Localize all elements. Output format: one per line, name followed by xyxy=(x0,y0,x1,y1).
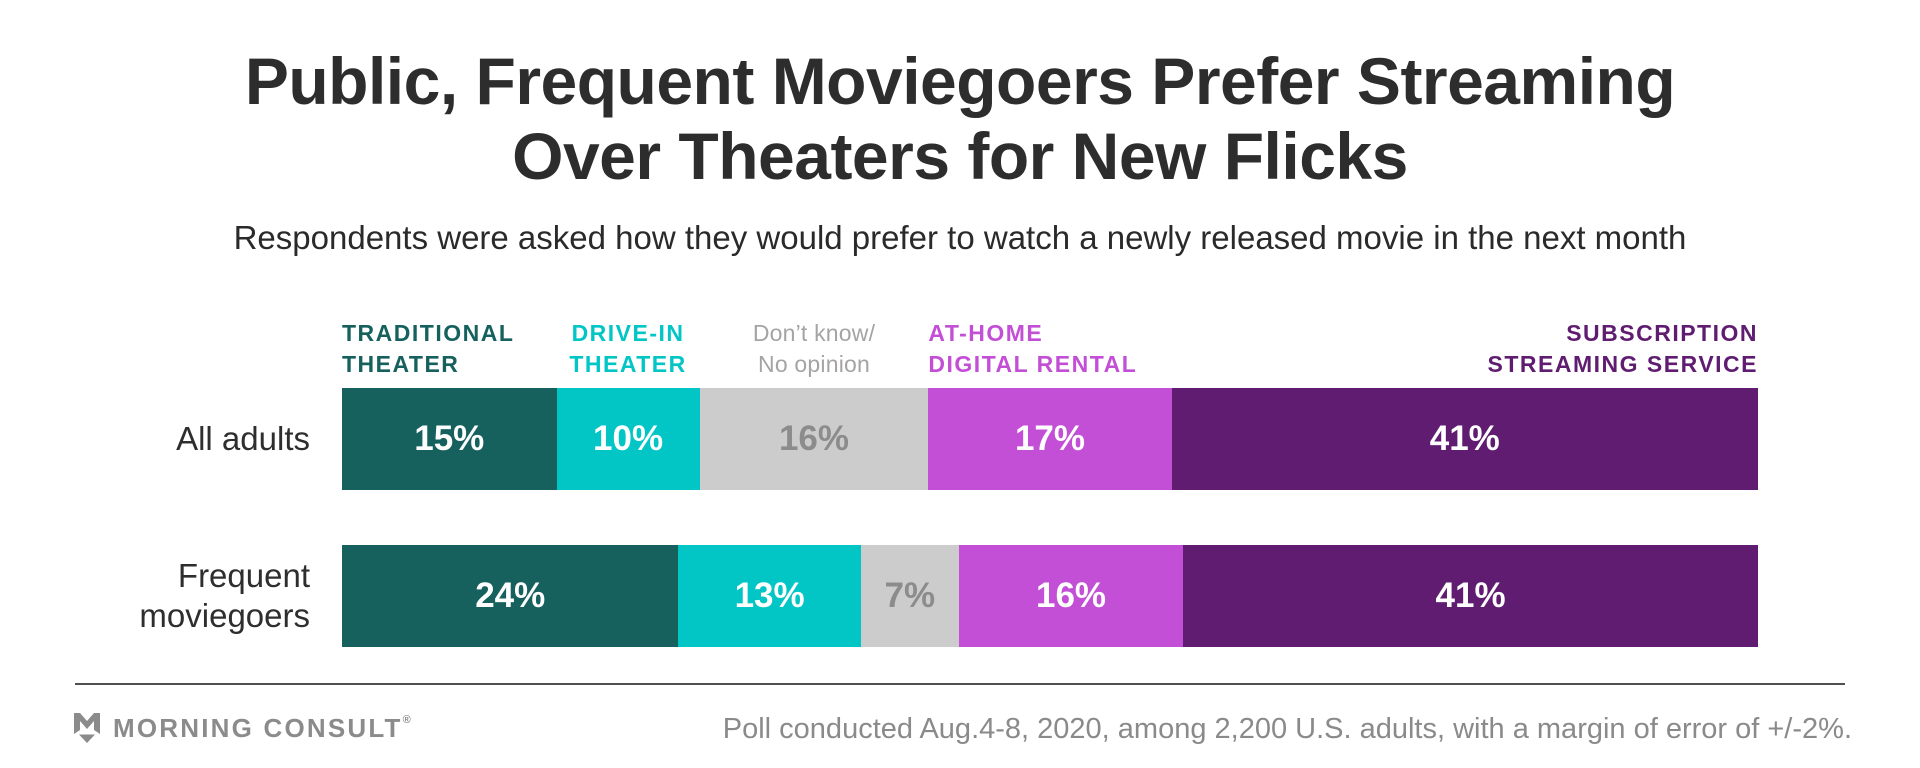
bar-segment-dont-know-no-opinion: 7% xyxy=(860,545,959,647)
chart-subtitle: Respondents were asked how they would pr… xyxy=(233,219,1687,256)
bar-segment-drive-in-theater: 10% xyxy=(556,388,700,490)
category-header-drive-in-theater: DRIVE-IN THEATER xyxy=(569,318,686,380)
bar-segment-drive-in-theater: 13% xyxy=(678,545,861,647)
bar-value-label: 16% xyxy=(1035,576,1107,615)
bar-value-label: 41% xyxy=(1429,419,1500,458)
category-header-line: STREAMING SERVICE xyxy=(1487,351,1758,377)
category-header-traditional-theater: TRADITIONAL THEATER xyxy=(342,318,514,380)
bar-value-label: 16% xyxy=(778,419,850,458)
row-label-all-adults: All adults xyxy=(0,388,310,490)
bar-value-label: 7% xyxy=(884,576,936,615)
row-label-line: moviegoers xyxy=(139,597,310,634)
category-header-line: TRADITIONAL xyxy=(342,320,515,346)
bar-row-frequent-moviegoers: 24% 13% 7% 16% 41% xyxy=(342,545,1758,647)
category-header-line: No opinion xyxy=(758,351,870,377)
category-header-line: AT-HOME xyxy=(928,320,1044,346)
category-header-line: DRIVE-IN xyxy=(571,320,685,346)
bar-row-all-adults: 15% 10% 16% 17% 41% xyxy=(342,388,1758,490)
category-header-line: SUBSCRIPTION xyxy=(1566,320,1758,346)
bar-segment-traditional-theater: 24% xyxy=(342,545,679,647)
morning-consult-logo: MORNING CONSULT® xyxy=(74,711,411,745)
category-header-subscription-streaming-service: SUBSCRIPTION STREAMING SERVICE xyxy=(1488,318,1758,380)
bar-segment-dont-know-no-opinion: 16% xyxy=(699,388,929,490)
chart-title-line-2: Over Theaters for New Flicks xyxy=(512,119,1408,193)
bar-value-label: 41% xyxy=(1435,576,1506,615)
footer-divider xyxy=(75,683,1845,685)
category-header-line: THEATER xyxy=(569,351,687,377)
row-label-line: All adults xyxy=(176,420,310,457)
row-label-frequent-moviegoers: Frequent moviegoers xyxy=(0,545,310,647)
bar-value-label: 13% xyxy=(734,576,805,615)
chart-title-line-1: Public, Frequent Moviegoers Prefer Strea… xyxy=(244,44,1676,118)
category-headers: TRADITIONAL THEATER DRIVE-IN THEATER Don’t k… xyxy=(342,318,1758,382)
bar-segment-traditional-theater: 15% xyxy=(342,388,557,490)
bar-segment-at-home-digital-rental: 17% xyxy=(928,388,1172,490)
poll-methodology-note: Poll conducted Aug.4-8, 2020, among 2,20… xyxy=(722,713,1852,745)
brand-name: MORNING CONSULT xyxy=(113,712,403,743)
category-header-line: Don’t know/ xyxy=(752,320,876,346)
bar-value-label: 17% xyxy=(1014,419,1086,458)
category-header-line: THEATER xyxy=(342,351,460,377)
category-header-dont-know-no-opinion: Don’t know/No opinion xyxy=(753,318,875,380)
bar-value-label: 10% xyxy=(593,419,664,458)
brand-wordmark: MORNING CONSULT® xyxy=(113,713,411,744)
chart-title: Public, Frequent Moviegoers Prefer Strea… xyxy=(0,44,1920,194)
category-header-line: DIGITAL RENTAL xyxy=(928,351,1138,377)
category-header-at-home-digital-rental: AT-HOME DIGITAL RENTAL xyxy=(928,318,1137,380)
morning-consult-m-icon xyxy=(74,712,100,743)
bar-value-label: 24% xyxy=(475,576,546,615)
bar-segment-at-home-digital-rental: 16% xyxy=(958,545,1184,647)
bar-value-label: 15% xyxy=(414,419,485,458)
registered-mark: ® xyxy=(402,713,411,726)
row-label-line: Frequent xyxy=(177,557,310,594)
bar-segment-subscription-streaming-service: 41% xyxy=(1171,388,1758,490)
bar-segment-subscription-streaming-service: 41% xyxy=(1183,545,1758,647)
